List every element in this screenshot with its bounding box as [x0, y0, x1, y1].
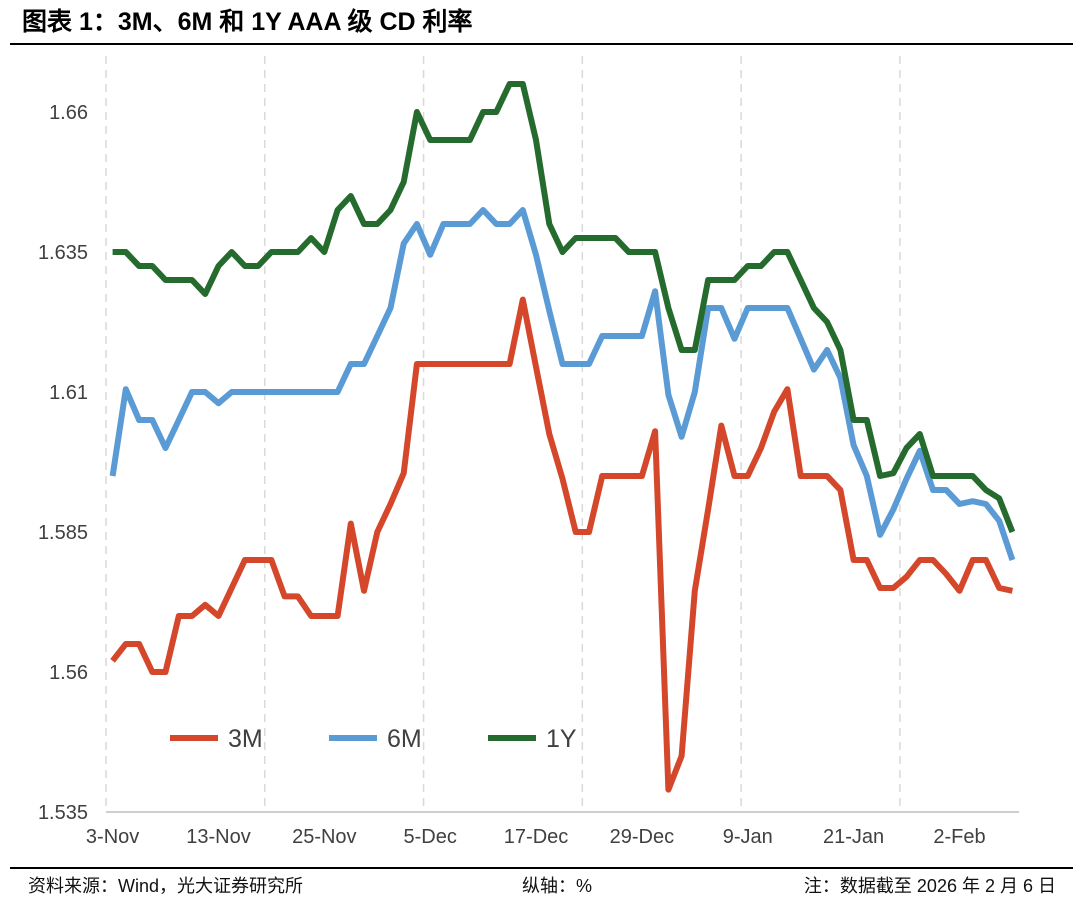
title-rule: [10, 43, 1073, 45]
x-tick-label: 29-Dec: [610, 826, 674, 848]
date-note: 注：数据截至 2026 年 2 月 6 日: [803, 876, 1056, 896]
legend-label-6m: 6M: [387, 725, 422, 753]
gridlines: [105, 56, 901, 812]
y-tick-label: 1.66: [49, 102, 88, 124]
x-tick-label: 5-Dec: [404, 826, 457, 848]
x-tick-label: 21-Jan: [823, 826, 884, 848]
axes: 1.535 1.56 1.585 1.61 1.635 1.66 3-Nov 13-Nov 25…: [38, 102, 1019, 848]
y-tick-label: 1.635: [38, 242, 88, 264]
y-tick-label: 1.535: [38, 802, 88, 824]
footer-rule: [10, 867, 1073, 869]
x-tick-label: 25-Nov: [292, 826, 356, 848]
x-tick-label: 17-Dec: [504, 826, 568, 848]
chart-title: 图表 1：3M、6M 和 1Y AAA 级 CD 利率: [22, 8, 473, 36]
x-tick-label: 2-Feb: [933, 826, 985, 848]
series-lines: [109, 81, 1016, 793]
legend-label-1y: 1Y: [546, 725, 577, 753]
legend: 3M 6M 1Y: [170, 725, 577, 753]
x-tick-label: 9-Jan: [723, 826, 773, 848]
series-line-3m: [110, 296, 1014, 793]
y-tick-label: 1.56: [49, 662, 88, 684]
x-tick-label: 3-Nov: [86, 826, 139, 848]
series-line-6m: [109, 207, 1016, 561]
legend-label-3m: 3M: [228, 725, 263, 753]
y-tick-label: 1.61: [49, 382, 88, 404]
x-tick-label: 13-Nov: [186, 826, 250, 848]
series-line-1y: [112, 81, 1016, 534]
source-note: 资料来源：Wind，光大证券研究所: [28, 876, 304, 896]
y-tick-label: 1.585: [38, 522, 88, 544]
y-axis-unit: 纵轴：%: [522, 876, 593, 896]
